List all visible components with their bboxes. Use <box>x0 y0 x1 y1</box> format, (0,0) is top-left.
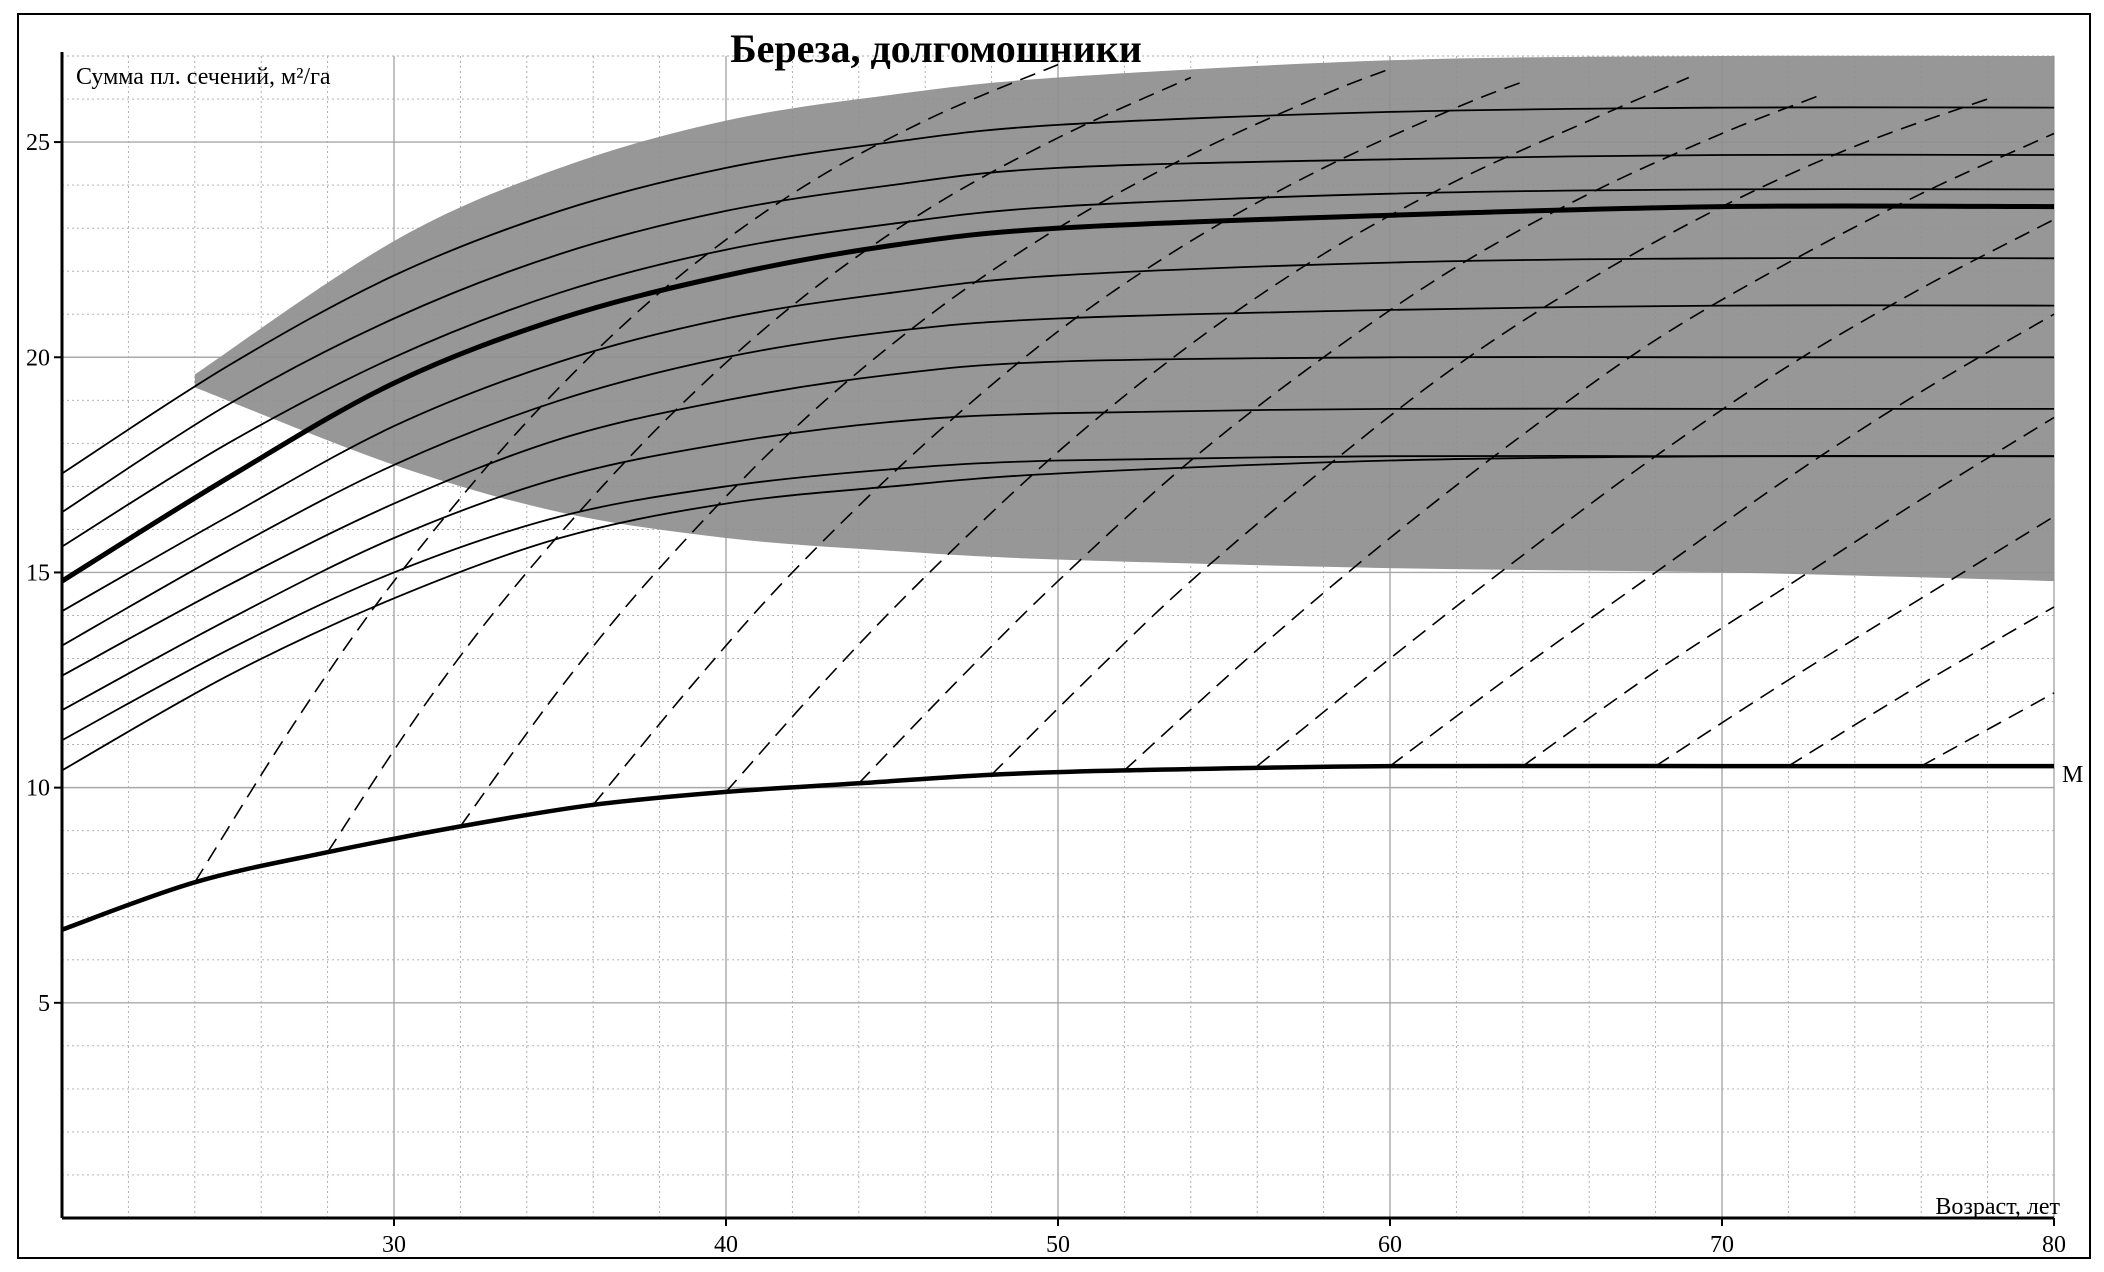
x-tick-label: 40 <box>714 1232 738 1258</box>
y-tick-label: 5 <box>38 991 50 1017</box>
x-tick-label: 30 <box>382 1232 406 1258</box>
dashed-line-11 <box>1522 416 2055 767</box>
growth-curve-1 <box>61 106 2055 475</box>
dashed-line-1 <box>194 63 1059 883</box>
growth-curve-4 <box>60 203 2055 584</box>
dashed-lines <box>194 63 2055 883</box>
minimum-curve-line <box>61 763 2054 932</box>
growth-curve-8 <box>61 407 2054 711</box>
dashed-line-10 <box>1389 313 2055 767</box>
dashed-line-4 <box>592 81 1524 806</box>
growth-curve-3 <box>61 188 2055 548</box>
outer-frame <box>17 13 2091 1259</box>
y-tick-label: 15 <box>26 560 50 586</box>
y-tick-label: 25 <box>26 130 50 156</box>
x-tick-label: 70 <box>1710 1232 1734 1258</box>
x-axis-label: Возраст, лет <box>1935 1194 2060 1220</box>
x-tick-label: 50 <box>1046 1232 1070 1258</box>
dashed-line-8 <box>1123 132 2055 771</box>
dashed-line-9 <box>1256 218 2055 767</box>
dashed-line-13 <box>1787 606 2055 767</box>
dashed-line-6 <box>858 93 1822 784</box>
dashed-line-5 <box>725 76 1690 793</box>
minimum-curve <box>61 763 2054 932</box>
x-tick-label: 80 <box>2042 1232 2066 1258</box>
shaded-band <box>194 55 2054 582</box>
y-tick-label: 10 <box>26 776 50 802</box>
growth-curves <box>60 106 2055 772</box>
dashed-line-3 <box>459 68 1391 827</box>
chart-title: Береза, долгомошники <box>730 26 1142 71</box>
band-area <box>194 55 2054 582</box>
growth-curve-6 <box>61 304 2055 647</box>
growth-curve-10 <box>61 454 2055 772</box>
growth-curve-7 <box>61 356 2054 677</box>
y-axis-label: Сумма пл. сечений, м²/га <box>76 64 331 90</box>
dashed-line-2 <box>326 76 1192 853</box>
dashed-line-12 <box>1655 515 2055 767</box>
growth-curve-2 <box>61 153 2055 513</box>
tick-labels: 30 40 50 60 70 80 5 10 15 20 25 <box>26 130 2066 1258</box>
y-tick-label: 20 <box>26 345 50 371</box>
dashed-line-14 <box>1920 692 2055 767</box>
min-curve-label: M <box>2062 762 2083 788</box>
growth-curve-5 <box>61 257 2055 612</box>
x-tick-label: 60 <box>1378 1232 1402 1258</box>
